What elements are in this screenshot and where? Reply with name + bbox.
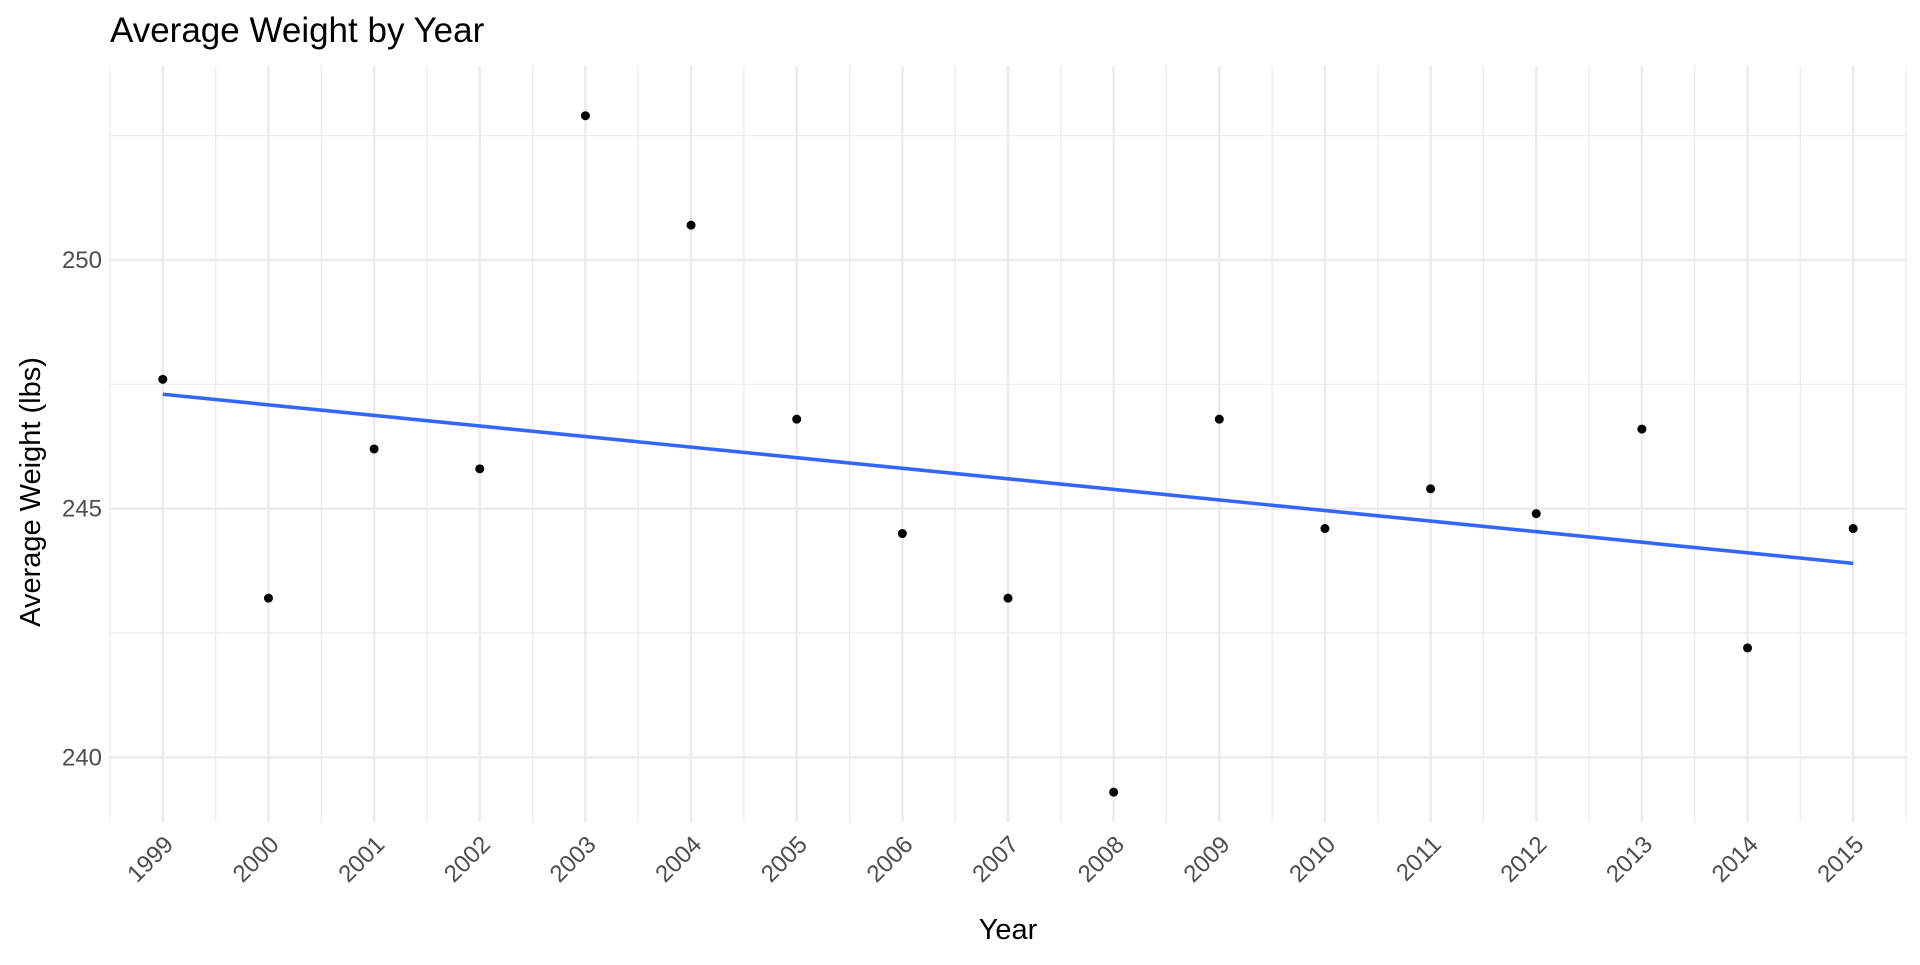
x-tick-label: 2015 <box>1812 831 1869 888</box>
x-tick-label: 2014 <box>1707 831 1764 888</box>
data-point <box>1109 787 1119 797</box>
x-tick-label: 2006 <box>862 831 919 888</box>
x-tick-label: 2012 <box>1496 831 1553 888</box>
data-point <box>1848 524 1858 534</box>
data-point <box>158 374 168 384</box>
y-tick-labels: 240 245 250 <box>62 247 102 771</box>
x-tick-label: 2011 <box>1391 831 1447 887</box>
x-tick-label: 2005 <box>756 831 813 888</box>
data-point <box>1003 593 1013 603</box>
minor-gridlines <box>109 66 1907 822</box>
y-tick-label: 250 <box>62 247 102 274</box>
data-point <box>369 444 379 454</box>
data-point <box>475 464 485 474</box>
y-tick-label: 240 <box>62 744 102 771</box>
x-axis-title: Year <box>979 914 1038 946</box>
data-points <box>158 111 1858 797</box>
data-point <box>263 593 273 603</box>
data-point <box>1426 484 1436 494</box>
x-tick-label: 2010 <box>1284 831 1341 888</box>
x-tick-label: 1999 <box>122 831 179 888</box>
x-tick-label: 2008 <box>1073 831 1130 888</box>
data-point <box>897 529 907 539</box>
data-point <box>1214 414 1224 424</box>
major-gridlines <box>110 66 1906 822</box>
x-tick-labels: 1999 2000 2001 2002 2003 2004 2005 2006 2007 2008… <box>122 831 1869 888</box>
x-tick-label: 2009 <box>1179 831 1236 888</box>
chart-title: Average Weight by Year <box>110 11 485 50</box>
trend-line <box>162 392 1854 566</box>
x-tick-label: 2002 <box>439 831 496 888</box>
x-tick-label: 2001 <box>333 831 390 888</box>
y-axis-title: Average Weight (lbs) <box>15 357 47 627</box>
trend-line-group <box>162 392 1854 566</box>
y-tick-label: 245 <box>62 496 102 523</box>
x-tick-label: 2007 <box>967 831 1024 888</box>
data-point <box>580 111 590 121</box>
data-point <box>792 414 802 424</box>
x-tick-label: 2013 <box>1601 831 1658 888</box>
data-point <box>1320 524 1330 534</box>
x-tick-label: 2000 <box>228 831 285 888</box>
x-tick-label: 2004 <box>650 831 707 888</box>
data-point <box>1743 643 1753 653</box>
x-tick-label: 2003 <box>545 831 602 888</box>
data-point <box>1531 509 1541 519</box>
data-point <box>686 220 696 230</box>
data-point <box>1637 424 1647 434</box>
